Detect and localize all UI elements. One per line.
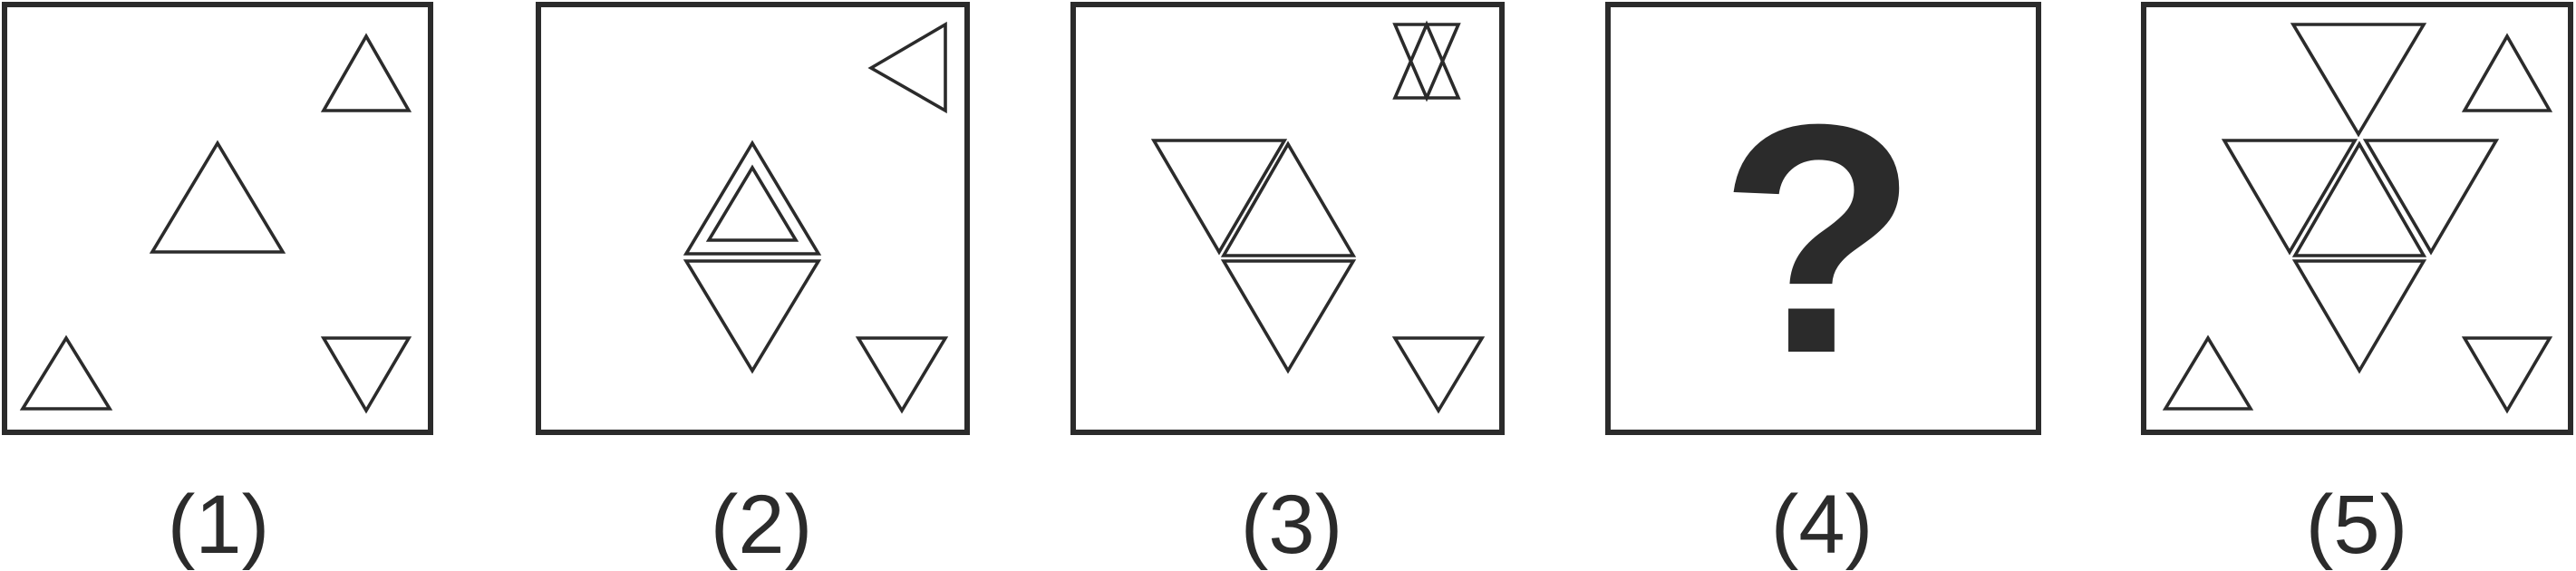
triangle-up-small — [19, 334, 113, 411]
triangle-down-small — [1391, 336, 1486, 414]
triangle-up-tiny — [1392, 20, 1461, 100]
panel-2-label: (2) — [711, 479, 812, 571]
panel-3 — [1070, 2, 1505, 435]
triangle-down-large — [683, 259, 822, 374]
triangle-up-small — [2461, 33, 2553, 112]
triangle-down-small — [2461, 336, 2553, 414]
triangle-left-small — [867, 21, 947, 114]
panel-1-label: (1) — [168, 479, 269, 571]
triangle-down-top — [2290, 23, 2427, 138]
panel-5-frame — [2141, 2, 2573, 435]
triangle-up-large — [1220, 140, 1357, 257]
triangle-up-large — [149, 140, 286, 254]
triangle-up-small — [320, 33, 412, 112]
panel-2 — [536, 2, 970, 435]
panel-5-label: (5) — [2306, 479, 2407, 571]
question-mark: ? — [1719, 57, 1918, 421]
panel-1 — [2, 2, 433, 435]
triangle-down-large — [1150, 139, 1288, 256]
triangle-up-outer — [683, 140, 822, 256]
triangle-down-large — [1220, 259, 1357, 374]
panel-2-frame — [536, 2, 970, 435]
panel-1-frame — [2, 2, 433, 435]
panel-5 — [2141, 2, 2573, 435]
triangle-up-inner — [705, 164, 799, 242]
panel-3-label: (3) — [1241, 479, 1342, 571]
triangle-down-left — [2221, 139, 2358, 256]
triangle-down-bottom — [2291, 259, 2427, 374]
triangle-down-right — [2362, 139, 2500, 256]
panel-4: ? — [1605, 2, 2041, 435]
triangle-up-small — [2162, 334, 2254, 411]
triangle-down-small — [320, 336, 412, 414]
panel-3-frame — [1070, 2, 1505, 435]
panel-4-label: (4) — [1771, 479, 1873, 571]
triangle-down-small — [855, 336, 949, 414]
panel-4-frame — [1605, 2, 2041, 435]
triangle-up-center — [2291, 140, 2427, 257]
